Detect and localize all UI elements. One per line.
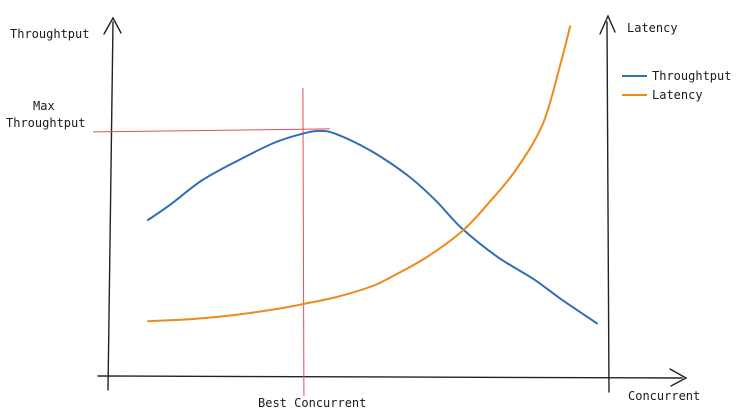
x-axis: [97, 375, 683, 379]
best-concurrent-label: Best Concurrent: [258, 396, 366, 410]
series-line-throughtput: [147, 129, 598, 325]
legend-label-throughput: Throughtput: [652, 69, 731, 83]
right-y-axis-arrow: [599, 14, 616, 35]
left-y-axis-arrow: [103, 16, 122, 35]
max-throughput-label-line1: Max: [33, 99, 55, 113]
max-throughput-label-line2: Throughtput: [6, 116, 85, 130]
right-y-axis: [606, 21, 610, 393]
series-line-latency: [147, 25, 572, 323]
legend-label-latency: Latency: [652, 88, 703, 102]
left-y-axis-label: Throughtput: [10, 27, 89, 41]
left-y-axis: [107, 21, 114, 391]
right-y-axis-label: Latency: [627, 21, 678, 35]
best-concurrent-marker-line: [302, 87, 305, 397]
x-axis-arrow: [669, 368, 688, 387]
max-throughput-marker-line: [92, 128, 331, 133]
legend: Throughtput Latency: [622, 69, 731, 102]
series-layer: [147, 25, 598, 325]
x-axis-label: Concurrent: [628, 389, 700, 403]
